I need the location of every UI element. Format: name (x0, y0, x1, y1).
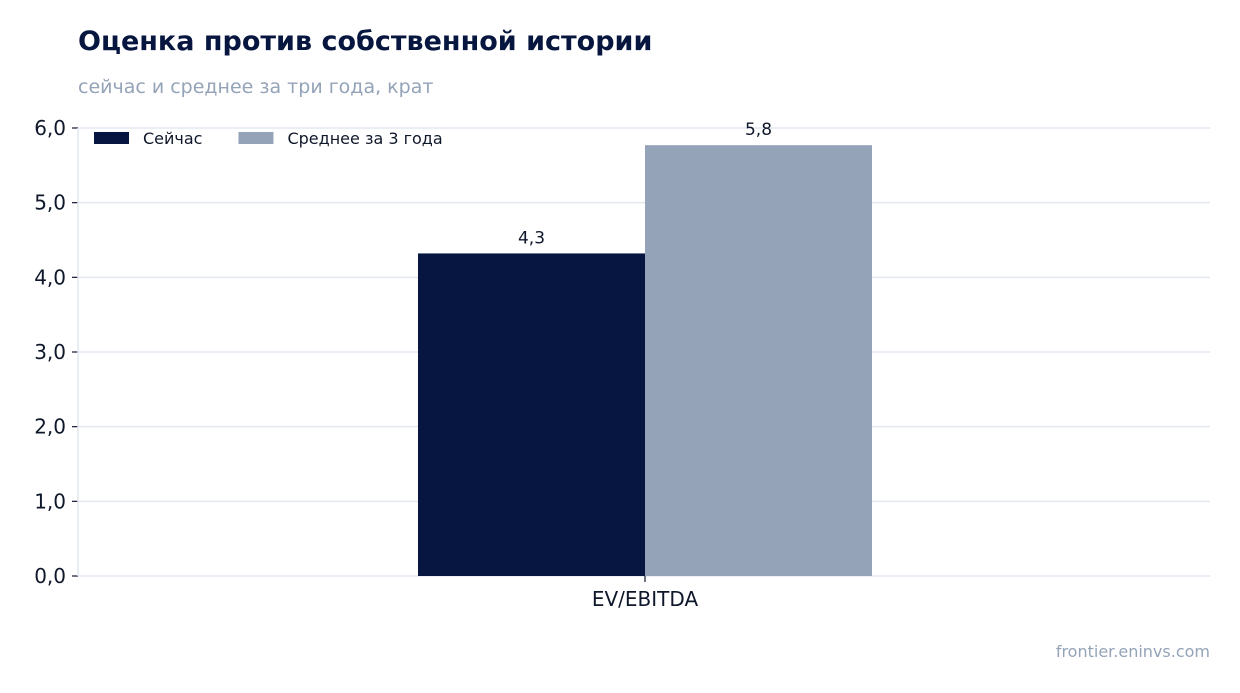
bar (645, 145, 872, 576)
bars (418, 145, 872, 576)
legend-swatch (94, 132, 129, 144)
y-tick-label: 6,0 (34, 116, 66, 140)
x-tick-label: EV/EBITDA (592, 587, 699, 611)
axes: 0,0 1,0 2,0 3,0 4,0 5,0 6,0 EV/EBITDA (34, 116, 698, 611)
y-tick-label: 3,0 (34, 340, 66, 364)
bar-value-label: 4,3 (518, 228, 545, 248)
legend-label: Сейчас (143, 129, 202, 148)
source-link[interactable]: frontier.eninvs.com (1055, 642, 1210, 661)
legend-label: Среднее за 3 года (287, 129, 442, 148)
y-tick-label: 0,0 (34, 564, 66, 588)
y-tick-label: 4,0 (34, 265, 66, 289)
y-tick-label: 2,0 (34, 415, 66, 439)
y-tick-label: 1,0 (34, 489, 66, 513)
bar (418, 253, 645, 576)
data-labels: 4,3 5,8 (518, 120, 772, 248)
bar-value-label: 5,8 (745, 120, 772, 140)
chart-subtitle: сейчас и среднее за три года, крат (78, 76, 434, 98)
legend: Сейчас Среднее за 3 года (94, 129, 443, 148)
legend-swatch (238, 132, 274, 144)
chart-title: Оценка против собственной истории (78, 26, 653, 57)
y-tick-label: 5,0 (34, 191, 66, 215)
